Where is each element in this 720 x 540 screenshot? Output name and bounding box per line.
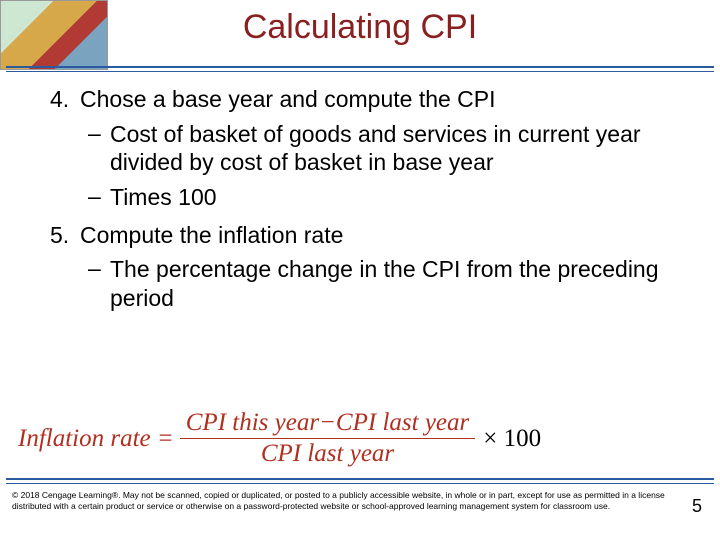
slide-title: Calculating CPI [0, 8, 720, 47]
footer-rule [6, 478, 714, 484]
list-subtext: The percentage change in the CPI from th… [110, 255, 700, 313]
list-dash: – [88, 255, 110, 313]
formula-denominator: CPI last year [255, 441, 400, 467]
list-subitem: – Times 100 [88, 183, 700, 212]
list-subitem: – The percentage change in the CPI from … [88, 255, 700, 313]
list-subtext: Cost of basket of goods and services in … [110, 120, 700, 178]
list-text: Chose a base year and compute the CPI [80, 86, 496, 114]
body-content: 4. Chose a base year and compute the CPI… [20, 78, 700, 319]
fraction-bar [180, 438, 476, 439]
inflation-formula: Inflation rate = CPI this year−CPI last … [18, 410, 541, 468]
list-dash: – [88, 183, 110, 212]
list-marker: 5. [50, 222, 80, 250]
list-item: 4. Chose a base year and compute the CPI [50, 86, 700, 114]
list-dash: – [88, 120, 110, 178]
list-subtext: Times 100 [110, 183, 217, 212]
list-item: 5. Compute the inflation rate [50, 222, 700, 250]
title-underline [6, 66, 714, 72]
list-marker: 4. [50, 86, 80, 114]
page-number: 5 [692, 496, 702, 517]
formula-numerator: CPI this year−CPI last year [180, 410, 476, 436]
formula-multiplier: × 100 [483, 425, 541, 453]
formula-lhs: Inflation rate = [18, 425, 174, 453]
formula-fraction: CPI this year−CPI last year CPI last yea… [180, 410, 476, 468]
copyright-footer: © 2018 Cengage Learning®. May not be sca… [12, 490, 667, 511]
list-subitem: – Cost of basket of goods and services i… [88, 120, 700, 178]
list-text: Compute the inflation rate [80, 222, 343, 250]
